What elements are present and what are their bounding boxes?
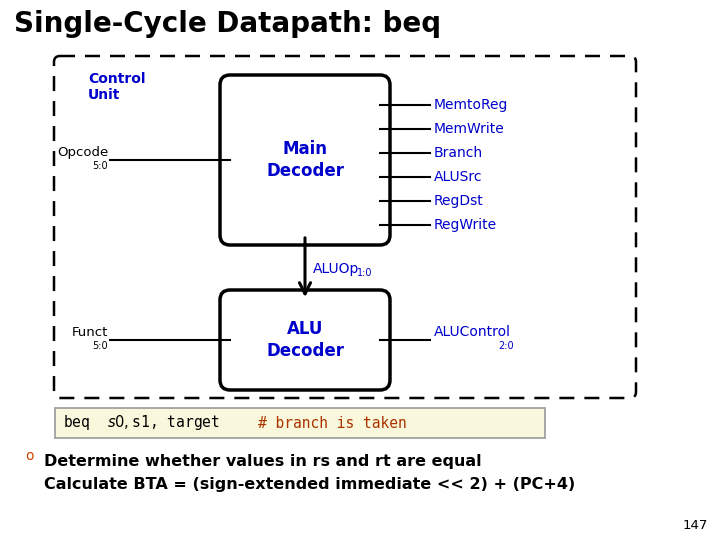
Text: o: o [26,449,35,463]
Text: Branch: Branch [434,146,483,160]
Text: # branch is taken: # branch is taken [258,415,407,430]
Text: RegDst: RegDst [434,194,484,208]
Text: Control
Unit: Control Unit [88,72,145,102]
Text: MemWrite: MemWrite [434,122,505,136]
Text: Single-Cycle Datapath: beq: Single-Cycle Datapath: beq [14,10,441,38]
FancyBboxPatch shape [220,290,390,390]
Text: Funct: Funct [71,326,108,339]
FancyBboxPatch shape [54,56,636,398]
Text: ALUSrc: ALUSrc [434,170,482,184]
Text: beq  $s0, $s1, target: beq $s0, $s1, target [63,414,230,433]
Text: RegWrite: RegWrite [434,218,497,232]
Text: 147: 147 [683,519,708,532]
Text: Opcode: Opcode [57,146,108,159]
Text: 1:0: 1:0 [357,267,372,278]
Text: 5:0: 5:0 [92,161,108,171]
Text: ALUControl: ALUControl [434,325,511,339]
Text: MemtoReg: MemtoReg [434,98,508,112]
Text: Calculate BTA = (sign-extended immediate << 2) + (PC+4): Calculate BTA = (sign-extended immediate… [44,477,575,492]
Text: ALU
Decoder: ALU Decoder [266,320,344,360]
FancyBboxPatch shape [220,75,390,245]
Text: ALUOp: ALUOp [313,262,359,276]
Text: Main
Decoder: Main Decoder [266,140,344,180]
Bar [55,408,545,438]
Text: 2:0: 2:0 [498,341,513,351]
Text: Determine whether values in rs and rt are equal: Determine whether values in rs and rt ar… [44,454,482,469]
Text: 5:0: 5:0 [92,341,108,351]
